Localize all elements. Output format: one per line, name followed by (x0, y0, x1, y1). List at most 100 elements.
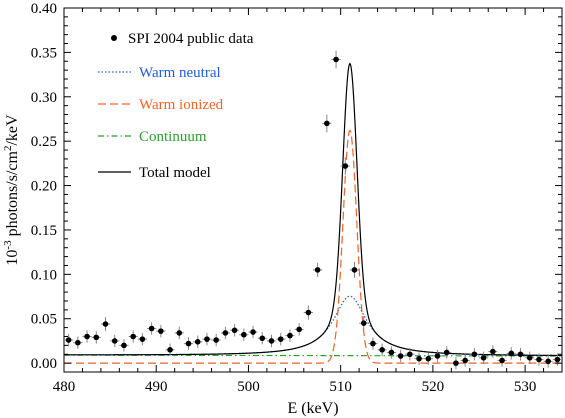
y-tick-label: 0.25 (31, 134, 57, 150)
data-point (479, 351, 489, 365)
x-tick-label: 520 (422, 379, 445, 395)
data-point (460, 354, 470, 367)
data-point (110, 334, 120, 348)
data-point (64, 333, 74, 347)
data-point-marker (443, 349, 450, 356)
data-point-marker (324, 120, 330, 127)
data-point (340, 157, 350, 175)
y-axis-label-exp: -3 (2, 240, 14, 250)
legend-label-warm-neutral: Warm neutral (139, 65, 221, 81)
data-point (331, 50, 341, 69)
data-point (414, 352, 424, 365)
data-point-marker (305, 309, 312, 316)
data-point (202, 332, 212, 346)
data-point (220, 326, 230, 340)
data-point (239, 328, 249, 341)
legend-item-total-model: Total model (98, 165, 211, 181)
data-point (276, 332, 286, 346)
data-point-marker (508, 350, 515, 357)
legend-item-warm-neutral: Warm neutral (98, 65, 221, 81)
data-points (64, 50, 562, 370)
data-point-marker (84, 333, 90, 340)
data-point-marker (462, 357, 468, 364)
data-point-marker (148, 325, 155, 332)
y-tick-label: 0.10 (31, 267, 57, 283)
plot-area (63, 7, 563, 373)
x-tick-labels: 480 490 500 510 520 530 (53, 379, 537, 395)
data-point-marker (526, 354, 533, 361)
legend-item-data: SPI 2004 public data (111, 31, 254, 47)
data-point (506, 347, 516, 360)
y-axis-label-tail: /keV (4, 114, 21, 146)
data-point (359, 316, 369, 331)
data-point (211, 333, 221, 347)
y-axis-label-sq: 2 (2, 146, 14, 152)
data-point-marker (407, 351, 413, 358)
warm-neutral-line (64, 295, 562, 357)
data-point-marker (204, 336, 210, 342)
x-tick-label: 490 (145, 379, 168, 395)
data-point-marker (545, 358, 551, 365)
data-point (497, 354, 507, 367)
legend-item-continuum: Continuum (98, 129, 207, 145)
legend-item-warm-ionized: Warm ionized (98, 97, 224, 113)
legend-label-data: SPI 2004 public data (128, 31, 254, 47)
data-point-marker (139, 336, 146, 342)
data-point (451, 356, 461, 370)
data-point (248, 325, 258, 339)
data-point (119, 339, 129, 352)
data-point-marker (222, 330, 229, 336)
data-point-marker (471, 351, 478, 358)
x-tick-label: 510 (329, 379, 352, 395)
data-point-marker (499, 357, 505, 364)
data-point-marker (554, 356, 561, 363)
data-point-marker (296, 326, 302, 333)
data-point (73, 336, 83, 349)
y-tick-labels: 0.00 0.05 0.10 0.15 0.20 0.25 0.30 0.35 0.40 (31, 1, 57, 372)
y-tick-label: 0.15 (31, 223, 57, 239)
x-tick-label: 480 (53, 379, 76, 395)
data-point (405, 348, 415, 361)
data-point-marker (416, 355, 422, 362)
data-point-marker (241, 331, 247, 338)
data-point-marker (397, 353, 404, 359)
data-point-marker (490, 348, 496, 355)
data-point (525, 351, 535, 365)
data-point (100, 316, 111, 332)
data-point-marker (388, 349, 395, 356)
data-point (423, 352, 433, 365)
legend-label-continuum: Continuum (139, 129, 207, 145)
y-tick-label: 0.40 (31, 1, 57, 17)
data-point-marker (333, 56, 339, 63)
data-point-marker (536, 356, 542, 363)
data-point (368, 337, 378, 350)
data-point (128, 330, 138, 343)
y-axis-label-base: 10 (4, 250, 21, 266)
y-tick-label: 0.20 (31, 179, 57, 195)
data-point (469, 348, 479, 361)
data-point-marker (314, 267, 321, 273)
data-point (137, 332, 147, 346)
data-point (193, 335, 203, 349)
data-point (174, 326, 184, 340)
data-point-marker (185, 340, 192, 347)
data-point (543, 355, 553, 368)
data-point-marker (425, 355, 432, 362)
data-point (183, 337, 194, 350)
data-point (386, 346, 396, 359)
plot-frame (63, 7, 563, 373)
data-point-marker (370, 340, 376, 347)
data-point (377, 343, 387, 357)
legend-marker-data (111, 35, 117, 41)
data-point-marker (158, 328, 164, 334)
data-point (165, 343, 175, 357)
legend-label-warm-ionized: Warm ionized (139, 97, 224, 113)
data-point-marker (342, 163, 349, 169)
data-point (303, 305, 313, 320)
data-point-marker (167, 347, 173, 353)
data-point-marker (453, 360, 459, 366)
y-tick-label: 0.00 (31, 356, 57, 372)
data-point (257, 332, 267, 345)
data-point-marker (130, 333, 136, 340)
